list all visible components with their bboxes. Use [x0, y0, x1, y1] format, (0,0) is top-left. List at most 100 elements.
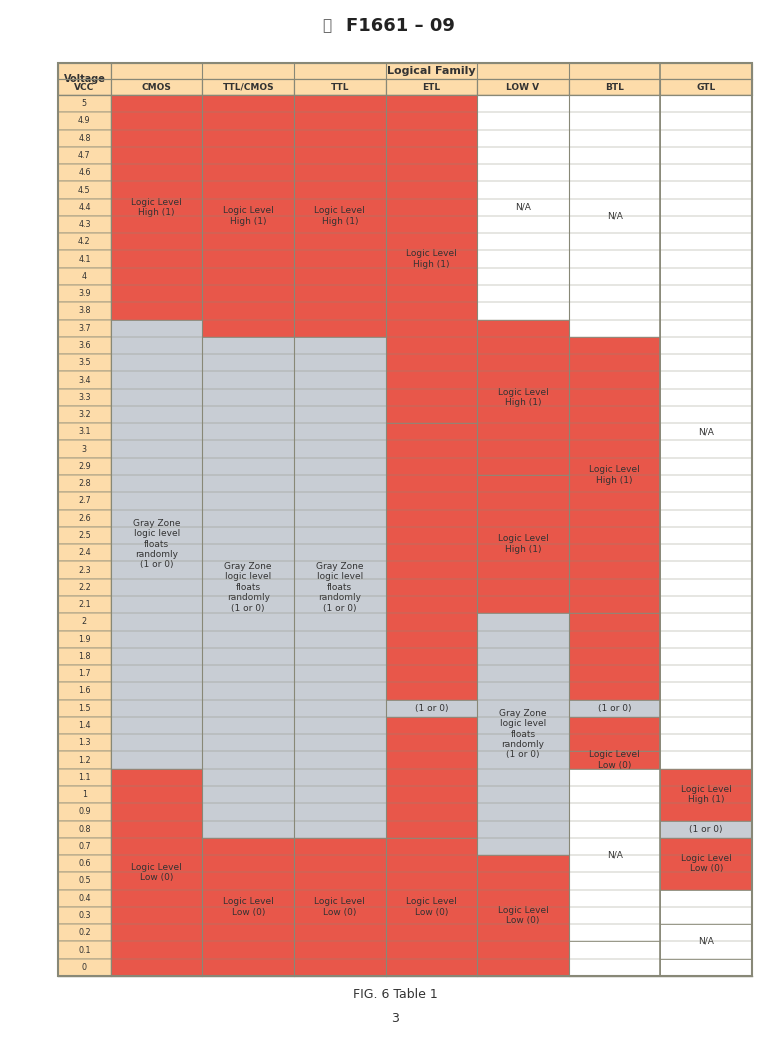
Text: 0.7: 0.7 — [78, 842, 91, 850]
Bar — [58, 682, 110, 700]
Text: 4: 4 — [82, 272, 87, 281]
Bar — [58, 199, 110, 215]
Text: 3: 3 — [82, 445, 87, 454]
Bar — [386, 79, 477, 95]
Bar — [58, 872, 110, 890]
Text: 3.2: 3.2 — [78, 410, 91, 420]
Text: (1 or 0): (1 or 0) — [598, 704, 632, 713]
Text: Logic Level
Low (0): Logic Level Low (0) — [589, 751, 640, 769]
Bar — [58, 855, 110, 872]
Bar — [569, 941, 661, 976]
Bar — [294, 95, 386, 976]
Bar — [58, 648, 110, 665]
Bar — [386, 424, 477, 700]
Bar — [58, 924, 110, 941]
Bar — [661, 768, 752, 820]
Text: 1.7: 1.7 — [78, 669, 91, 678]
Bar — [58, 613, 110, 631]
Text: 0.1: 0.1 — [78, 945, 91, 955]
Bar — [58, 215, 110, 233]
Bar — [110, 95, 202, 976]
Text: F1661 – 09: F1661 – 09 — [345, 17, 454, 35]
Text: 0.3: 0.3 — [78, 911, 91, 920]
Bar — [294, 838, 386, 976]
Bar — [58, 181, 110, 199]
Bar — [661, 95, 752, 976]
Text: 2.9: 2.9 — [78, 462, 91, 471]
Bar — [110, 768, 202, 976]
Text: 2.4: 2.4 — [78, 549, 91, 557]
Bar — [661, 79, 752, 95]
Bar — [58, 475, 110, 492]
Text: 0.8: 0.8 — [78, 824, 91, 834]
Text: 0.4: 0.4 — [78, 894, 91, 903]
Bar — [58, 164, 110, 181]
Text: Logic Level
Low (0): Logic Level Low (0) — [131, 863, 182, 882]
Bar — [110, 320, 202, 768]
Bar — [202, 337, 294, 838]
Bar — [386, 700, 477, 717]
Bar — [58, 147, 110, 164]
Bar — [58, 665, 110, 682]
Text: 3.1: 3.1 — [78, 428, 91, 436]
Bar — [294, 79, 386, 95]
Bar — [58, 268, 110, 285]
Bar — [569, 95, 661, 976]
Bar — [58, 804, 110, 820]
Bar — [477, 95, 569, 320]
Bar — [294, 337, 386, 838]
Text: Gray Zone
logic level
floats
randomly
(1 or 0): Gray Zone logic level floats randomly (1… — [499, 709, 547, 760]
Bar — [58, 752, 110, 768]
Text: ETL: ETL — [422, 82, 440, 92]
Bar — [202, 838, 294, 976]
Text: BTL: BTL — [605, 82, 624, 92]
Bar — [58, 544, 110, 561]
Text: 1.5: 1.5 — [78, 704, 91, 713]
Text: Logic Level
High (1): Logic Level High (1) — [498, 387, 548, 407]
Bar — [58, 79, 110, 95]
Bar — [569, 752, 661, 768]
Text: 4.3: 4.3 — [78, 220, 91, 229]
Bar — [58, 372, 110, 388]
Bar — [58, 890, 110, 907]
Bar — [202, 95, 294, 337]
Bar — [110, 64, 752, 79]
Bar — [58, 129, 110, 147]
Text: 2.8: 2.8 — [78, 479, 91, 488]
Bar — [569, 95, 661, 337]
Bar — [58, 112, 110, 129]
Bar — [569, 613, 661, 700]
Bar — [386, 95, 477, 424]
Text: 1.6: 1.6 — [78, 686, 91, 695]
Text: 2.1: 2.1 — [78, 600, 91, 609]
Bar — [58, 337, 110, 354]
Text: Logical Family: Logical Family — [387, 66, 475, 76]
Text: FIG. 6 Table 1: FIG. 6 Table 1 — [352, 989, 437, 1001]
Text: 1.4: 1.4 — [78, 721, 91, 730]
Bar — [569, 337, 661, 613]
Bar — [294, 95, 386, 337]
Bar — [386, 95, 477, 976]
Text: Voltage: Voltage — [64, 74, 105, 84]
Text: Logic Level
High (1): Logic Level High (1) — [314, 206, 365, 226]
Bar — [58, 492, 110, 510]
Bar — [58, 631, 110, 648]
Bar — [477, 95, 569, 976]
Text: 4.4: 4.4 — [78, 203, 91, 211]
Bar — [58, 510, 110, 527]
Bar — [58, 406, 110, 424]
Text: 0.2: 0.2 — [78, 929, 91, 937]
Text: (1 or 0): (1 or 0) — [415, 704, 448, 713]
Bar — [569, 768, 661, 941]
Text: 3: 3 — [391, 1013, 399, 1025]
Text: Logic Level
High (1): Logic Level High (1) — [589, 465, 640, 485]
Bar — [110, 95, 202, 320]
Text: 3.6: 3.6 — [78, 341, 91, 350]
Text: Logic Level
Low (0): Logic Level Low (0) — [314, 897, 365, 917]
Bar — [477, 475, 569, 613]
Bar — [202, 79, 294, 95]
Bar — [477, 855, 569, 976]
Bar — [202, 95, 294, 976]
Bar — [661, 924, 752, 959]
Text: 1.8: 1.8 — [78, 652, 91, 661]
